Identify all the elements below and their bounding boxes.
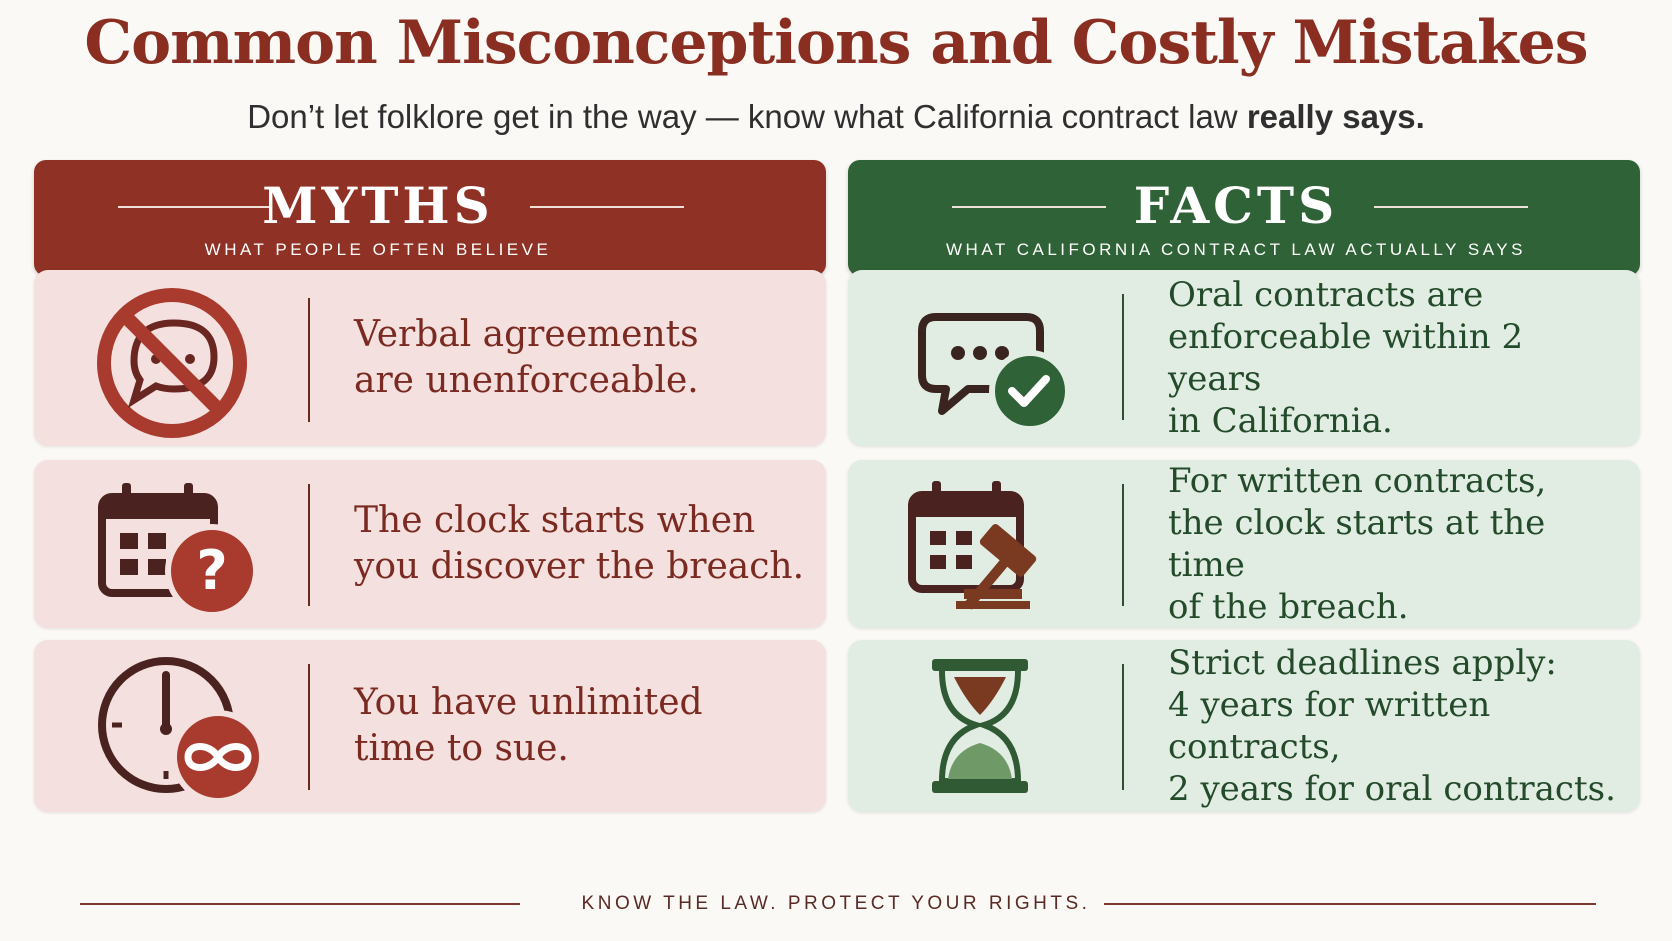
facts-column: FACTS WHAT CALIFORNIA CONTRACT LAW ACTUA…: [848, 160, 1640, 812]
fact-card-1-text: Oral contracts are enforceable within 2 …: [1168, 274, 1620, 442]
footer-rule-right: [1104, 903, 1596, 905]
subtitle-text: Don’t let folklore get in the way — know…: [247, 98, 1247, 135]
fact-2-line-1: For written contracts,: [1168, 461, 1547, 501]
facts-subheading: WHAT CALIFORNIA CONTRACT LAW ACTUALLY SA…: [946, 240, 1526, 259]
myth-card-3-text: You have unlimited time to sue.: [354, 680, 806, 772]
fact-card-3-text: Strict deadlines apply: 4 years for writ…: [1168, 642, 1620, 810]
svg-text:?: ?: [196, 539, 227, 602]
myths-heading: MYTHS: [262, 176, 494, 235]
fact-card-1: Oral contracts are enforceable within 2 …: [848, 270, 1640, 446]
fact-card-2: For written contracts, the clock starts …: [848, 460, 1640, 628]
no-talking-icon: [94, 273, 274, 443]
myth-3-line-2: time to sue.: [354, 728, 569, 769]
calendar-gavel-icon: [908, 459, 1088, 629]
myths-header: MYTHS WHAT PEOPLE OFTEN BELIEVE: [34, 160, 826, 276]
fact-card-3-divider: [1122, 664, 1124, 790]
fact-3-line-1: Strict deadlines apply:: [1168, 643, 1557, 683]
subtitle-emphasis: really says.: [1246, 98, 1425, 135]
myth-card-2: ? The clock starts when you discover the…: [34, 460, 826, 628]
page-title: Common Misconceptions and Costly Mistake…: [84, 8, 1588, 78]
fact-1-line-2: enforceable within 2 years: [1168, 317, 1524, 399]
fact-1-line-1: Oral contracts are: [1168, 275, 1484, 315]
myth-card-1-text: Verbal agreements are unenforceable.: [354, 312, 806, 404]
fact-1-line-3: in California.: [1168, 401, 1393, 441]
myth-card-2-divider: [308, 484, 310, 606]
myths-column: MYTHS WHAT PEOPLE OFTEN BELIEVE Verbal a…: [34, 160, 826, 812]
chat-check-icon: [908, 273, 1088, 443]
myth-card-1-divider: [308, 298, 310, 422]
fact-3-line-3: 2 years for oral contracts.: [1168, 769, 1616, 809]
myth-2-line-1: The clock starts when: [354, 500, 756, 541]
page-subtitle: Don’t let folklore get in the way — know…: [0, 98, 1672, 136]
myth-1-line-2: are unenforceable.: [354, 360, 699, 401]
facts-header-rule-right: [1374, 206, 1528, 208]
myth-card-3: You have unlimited time to sue.: [34, 640, 826, 812]
footer-rule-left: [80, 903, 520, 905]
myth-card-1: Verbal agreements are unenforceable.: [34, 270, 826, 446]
myth-card-3-divider: [308, 664, 310, 790]
fact-card-3: Strict deadlines apply: 4 years for writ…: [848, 640, 1640, 812]
myths-header-rule-left: [118, 206, 272, 208]
myths-subheading: WHAT PEOPLE OFTEN BELIEVE: [204, 240, 552, 259]
clock-infinity-icon: [94, 641, 274, 811]
myth-card-2-text: The clock starts when you discover the b…: [354, 498, 806, 590]
fact-3-line-2: 4 years for written contracts,: [1168, 685, 1491, 767]
facts-header-rule-left: [952, 206, 1106, 208]
myth-2-line-2: you discover the breach.: [354, 546, 805, 587]
facts-header: FACTS WHAT CALIFORNIA CONTRACT LAW ACTUA…: [848, 160, 1640, 276]
myth-3-line-1: You have unlimited: [354, 682, 703, 723]
facts-heading: FACTS: [1133, 176, 1339, 235]
calendar-question-icon: ?: [94, 459, 274, 629]
fact-card-1-divider: [1122, 294, 1124, 420]
footer-tagline: KNOW THE LAW. PROTECT YOUR RIGHTS.: [581, 893, 1091, 914]
hourglass-icon: [908, 641, 1088, 811]
fact-card-2-text: For written contracts, the clock starts …: [1168, 460, 1620, 628]
myths-header-rule-right: [530, 206, 684, 208]
myth-1-line-1: Verbal agreements: [354, 314, 699, 355]
fact-2-line-3: of the breach.: [1168, 587, 1409, 627]
fact-2-line-2: the clock starts at the time: [1168, 503, 1546, 585]
fact-card-2-divider: [1122, 484, 1124, 606]
